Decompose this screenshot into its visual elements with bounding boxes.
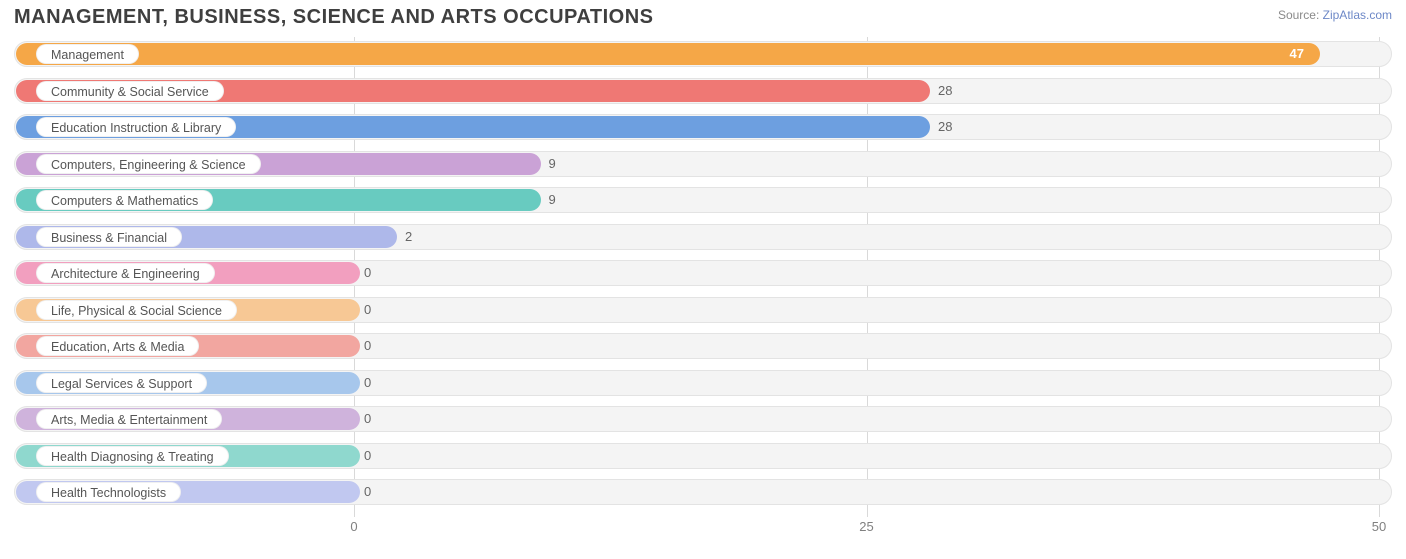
bar-value: 28	[938, 117, 952, 137]
bar-value: 0	[364, 300, 371, 320]
bar-row: Health Technologists 0	[14, 479, 1392, 505]
bar-label: Architecture & Engineering	[36, 263, 215, 283]
bar-label: Life, Physical & Social Science	[36, 300, 237, 320]
bar-value: 0	[364, 446, 371, 466]
bar-label: Legal Services & Support	[36, 373, 207, 393]
source-prefix: Source:	[1278, 8, 1323, 22]
x-axis-tick: 25	[859, 519, 873, 534]
bar-row: Education, Arts & Media 0	[14, 333, 1392, 359]
bar-value: 28	[938, 81, 952, 101]
x-axis-tick: 50	[1372, 519, 1386, 534]
bar-row: Arts, Media & Entertainment 0	[14, 406, 1392, 432]
bar-label: Community & Social Service	[36, 81, 224, 101]
bar-row: Legal Services & Support 0	[14, 370, 1392, 396]
bar-value: 0	[364, 409, 371, 429]
bar-value: 2	[405, 227, 412, 247]
chart-header: MANAGEMENT, BUSINESS, SCIENCE AND ARTS O…	[0, 0, 1406, 31]
chart-area: Management 47 Community & Social Service 28…	[14, 37, 1392, 543]
bar-fill	[16, 43, 1320, 65]
bar-label: Computers, Engineering & Science	[36, 154, 261, 174]
bar-label: Health Diagnosing & Treating	[36, 446, 229, 466]
bar-value: 0	[364, 263, 371, 283]
x-axis: 0 25 50	[14, 519, 1392, 543]
bar-label: Education, Arts & Media	[36, 336, 199, 356]
bar-label: Management	[36, 44, 139, 64]
bar-row: Education Instruction & Library 28	[14, 114, 1392, 140]
bar-row: Architecture & Engineering 0	[14, 260, 1392, 286]
bar-value: 47	[1290, 44, 1304, 64]
x-axis-tick: 0	[350, 519, 357, 534]
bar-row: Community & Social Service 28	[14, 78, 1392, 104]
chart-source: Source: ZipAtlas.com	[1278, 6, 1392, 22]
bar-value: 0	[364, 482, 371, 502]
bar-label: Business & Financial	[36, 227, 182, 247]
chart-title: MANAGEMENT, BUSINESS, SCIENCE AND ARTS O…	[14, 6, 653, 29]
bar-row: Health Diagnosing & Treating 0	[14, 443, 1392, 469]
bar-row: Business & Financial 2	[14, 224, 1392, 250]
bar-value: 9	[549, 190, 556, 210]
bar-row: Computers, Engineering & Science 9	[14, 151, 1392, 177]
source-link[interactable]: ZipAtlas.com	[1323, 8, 1392, 22]
bar-value: 0	[364, 373, 371, 393]
bar-row: Computers & Mathematics 9	[14, 187, 1392, 213]
bar-row: Management 47	[14, 41, 1392, 67]
bar-label: Health Technologists	[36, 482, 181, 502]
bar-row: Life, Physical & Social Science 0	[14, 297, 1392, 323]
bar-label: Education Instruction & Library	[36, 117, 236, 137]
bar-value: 0	[364, 336, 371, 356]
bar-label: Arts, Media & Entertainment	[36, 409, 222, 429]
bar-label: Computers & Mathematics	[36, 190, 213, 210]
bar-value: 9	[549, 154, 556, 174]
plot-area: Management 47 Community & Social Service 28…	[14, 37, 1392, 517]
